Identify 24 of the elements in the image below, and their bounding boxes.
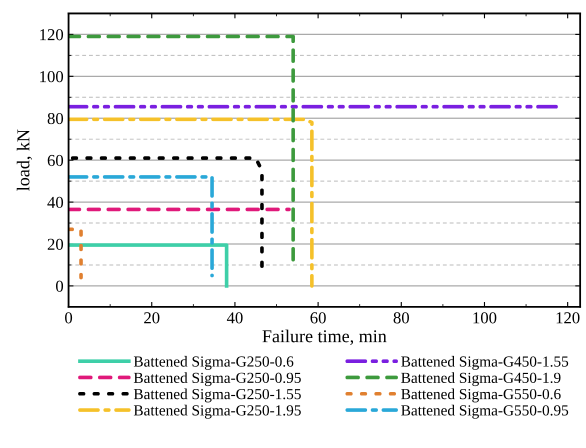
legend-label: Battened Sigma-G450-1.55: [401, 356, 568, 370]
y-tick-label: 80: [48, 112, 64, 124]
legend-label: Battened Sigma-G550-0.95: [401, 404, 568, 419]
y-axis-title: load, kN: [16, 129, 32, 191]
legend-label: Battened Sigma-G250-1.55: [134, 388, 301, 402]
y-tick-label: 120: [40, 29, 64, 40]
legend-label: Battened Sigma-G250-1.95: [134, 404, 301, 419]
x-tick-label: 40: [226, 312, 243, 324]
x-tick-label: 80: [394, 312, 409, 324]
y-tick-label: 60: [48, 154, 64, 166]
x-tick-label: 60: [310, 312, 326, 324]
y-tick-label: 20: [48, 238, 64, 250]
legend-label: Battened Sigma-G250-0.95: [134, 372, 301, 386]
x-tick-label: 120: [556, 312, 580, 324]
legend-label: Battened Sigma-G450-1.9: [401, 372, 560, 386]
x-tick-label: 20: [144, 312, 160, 324]
x-tick-label: 0: [65, 312, 72, 324]
y-tick-label: 100: [40, 71, 64, 82]
y-tick-label: 0: [56, 280, 64, 292]
y-tick-label: 40: [47, 196, 64, 208]
legend-label: Battened Sigma-G250-0.6: [134, 356, 294, 370]
x-axis-title: Failure time, min: [262, 330, 387, 345]
x-tick-label: 100: [473, 312, 496, 324]
legend-label: Battened Sigma-G550-0.6: [401, 388, 561, 402]
